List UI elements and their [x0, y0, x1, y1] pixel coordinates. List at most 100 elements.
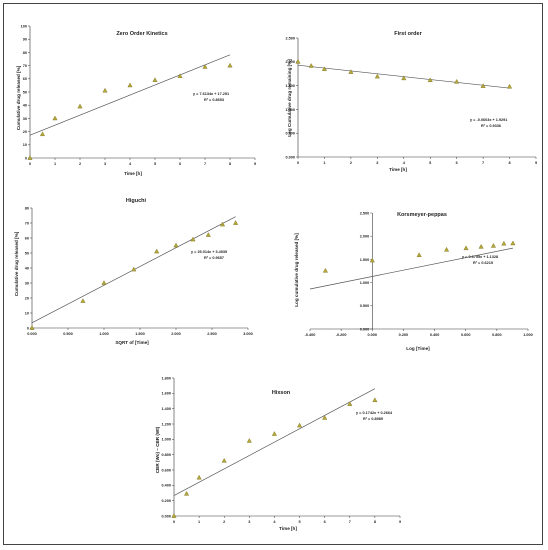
y-tick-label: 0.500 — [360, 304, 370, 308]
x-tick-label: 6 — [179, 162, 181, 166]
y-tick-label: 50 — [23, 90, 27, 94]
chart-title: Zero Order Kinetics — [116, 31, 167, 37]
y-tick-label: 10 — [25, 311, 29, 315]
x-tick-label: 6 — [324, 520, 326, 524]
data-point — [374, 73, 380, 79]
r-squared: R² = 0.9336 — [481, 124, 501, 128]
data-point — [347, 401, 353, 406]
x-tick-label: 9 — [254, 162, 256, 166]
x-tick-label: 1 — [54, 162, 56, 166]
trendline — [29, 54, 231, 136]
y-tick-label: 10 — [23, 143, 27, 147]
y-tick-label: 2.000 — [360, 235, 370, 239]
data-point — [507, 83, 513, 89]
data-point — [348, 69, 354, 74]
x-tick-label: 0.200 — [399, 333, 409, 337]
data-point — [463, 245, 469, 251]
x-tick-label: 4 — [273, 520, 276, 524]
y-tick-label: 0 — [25, 156, 27, 160]
x-tick-label: 0.800 — [492, 333, 502, 337]
data-point — [101, 280, 107, 285]
data-point — [205, 232, 211, 237]
y-tick-label: 1.000 — [161, 438, 171, 442]
y-tick-label: 1.500 — [285, 84, 295, 88]
data-point — [308, 63, 314, 68]
data-point — [173, 242, 179, 248]
data-point — [369, 257, 375, 263]
y-tick-label: 1.500 — [360, 258, 370, 262]
x-tick-label: 0 — [297, 161, 299, 165]
x-tick-label: 2 — [350, 161, 352, 165]
x-tick-label: 0.000 — [27, 332, 37, 336]
y-tick-label: 2.500 — [360, 211, 370, 215]
data-point — [322, 267, 328, 273]
data-point — [444, 246, 450, 252]
x-tick-label: 2 — [223, 520, 225, 524]
data-point — [190, 236, 196, 242]
x-tick-label: 0.600 — [461, 333, 471, 337]
trendline-equation: y = 0.1742x + 0.2664 — [356, 411, 393, 415]
data-point — [246, 438, 252, 443]
y-axis-label: CBR (Wo) – CBR (Wt) — [155, 426, 160, 473]
data-point — [27, 155, 33, 160]
x-axis-label: Time [h] — [279, 526, 297, 531]
x-tick-label: 2 — [79, 162, 81, 166]
chart-title: First order — [394, 31, 422, 37]
x-tick-label: 1 — [198, 520, 200, 524]
chart-higuchi: Higuchi Cumulative drug released [%] SQR… — [14, 198, 253, 345]
x-tick-label: 5 — [298, 520, 300, 524]
y-tick-label: 2.000 — [285, 60, 295, 64]
y-tick-label: 1.800 — [161, 376, 171, 380]
chart-zero-order: Zero Order Kinetics Cumulative drug rele… — [16, 24, 256, 176]
y-tick-label: 1.600 — [161, 392, 171, 396]
y-axis-label: Cumulative drug released [%] — [14, 231, 19, 296]
data-point — [454, 78, 460, 84]
y-tick-label: 0.000 — [161, 514, 171, 518]
data-point — [510, 240, 516, 246]
x-tick-label: 9 — [399, 520, 401, 524]
data-point — [490, 243, 496, 248]
y-tick-label: 20 — [23, 130, 27, 134]
y-tick-label: 90 — [23, 38, 27, 42]
data-point — [127, 82, 133, 88]
data-point — [227, 62, 233, 68]
x-tick-label: 9 — [535, 161, 537, 165]
y-axis-label: Log cumulative drug released [%] — [294, 233, 299, 307]
y-tick-label: 70 — [23, 64, 27, 68]
y-axis-label: Cumulative drug released [%] — [16, 65, 21, 130]
r-squared: R² = 0.8989 — [363, 417, 383, 421]
y-tick-label: 40 — [25, 266, 29, 270]
trendline-equation: y = -0.0603x + 1.9291 — [470, 118, 507, 122]
y-tick-label: 0.200 — [161, 499, 171, 503]
y-tick-label: 0.500 — [285, 132, 295, 136]
y-tick-label: 80 — [25, 206, 29, 210]
x-tick-label: 1 — [323, 161, 325, 165]
data-point — [427, 77, 433, 83]
data-point — [295, 58, 301, 64]
y-tick-label: 80 — [23, 51, 27, 55]
x-axis-label: Log [Time] — [406, 346, 430, 351]
data-point — [77, 103, 83, 109]
data-point — [52, 115, 58, 121]
y-tick-label: 60 — [23, 77, 27, 81]
data-point — [297, 422, 303, 428]
data-point — [184, 490, 190, 496]
data-point — [152, 77, 158, 82]
r-squared: R² = 0.8653 — [204, 98, 224, 102]
x-tick-label: 4 — [403, 161, 406, 165]
y-tick-label: 1.400 — [161, 407, 171, 411]
data-point — [29, 325, 35, 330]
chart-hixson: Hixson CBR (Wo) – CBR (Wt) Time [h] y = … — [155, 376, 401, 531]
data-point — [416, 252, 422, 257]
trendline-equation: y = 7.6134x + 17.251 — [193, 92, 229, 96]
data-point — [39, 131, 46, 137]
data-point — [372, 397, 378, 403]
data-point — [321, 66, 327, 71]
x-tick-label: 8 — [508, 161, 510, 165]
data-point — [322, 415, 328, 420]
trendline — [309, 247, 513, 290]
y-tick-label: 60 — [25, 236, 29, 240]
x-tick-label: 7 — [482, 161, 484, 165]
data-point — [478, 244, 484, 249]
data-point — [271, 431, 277, 436]
